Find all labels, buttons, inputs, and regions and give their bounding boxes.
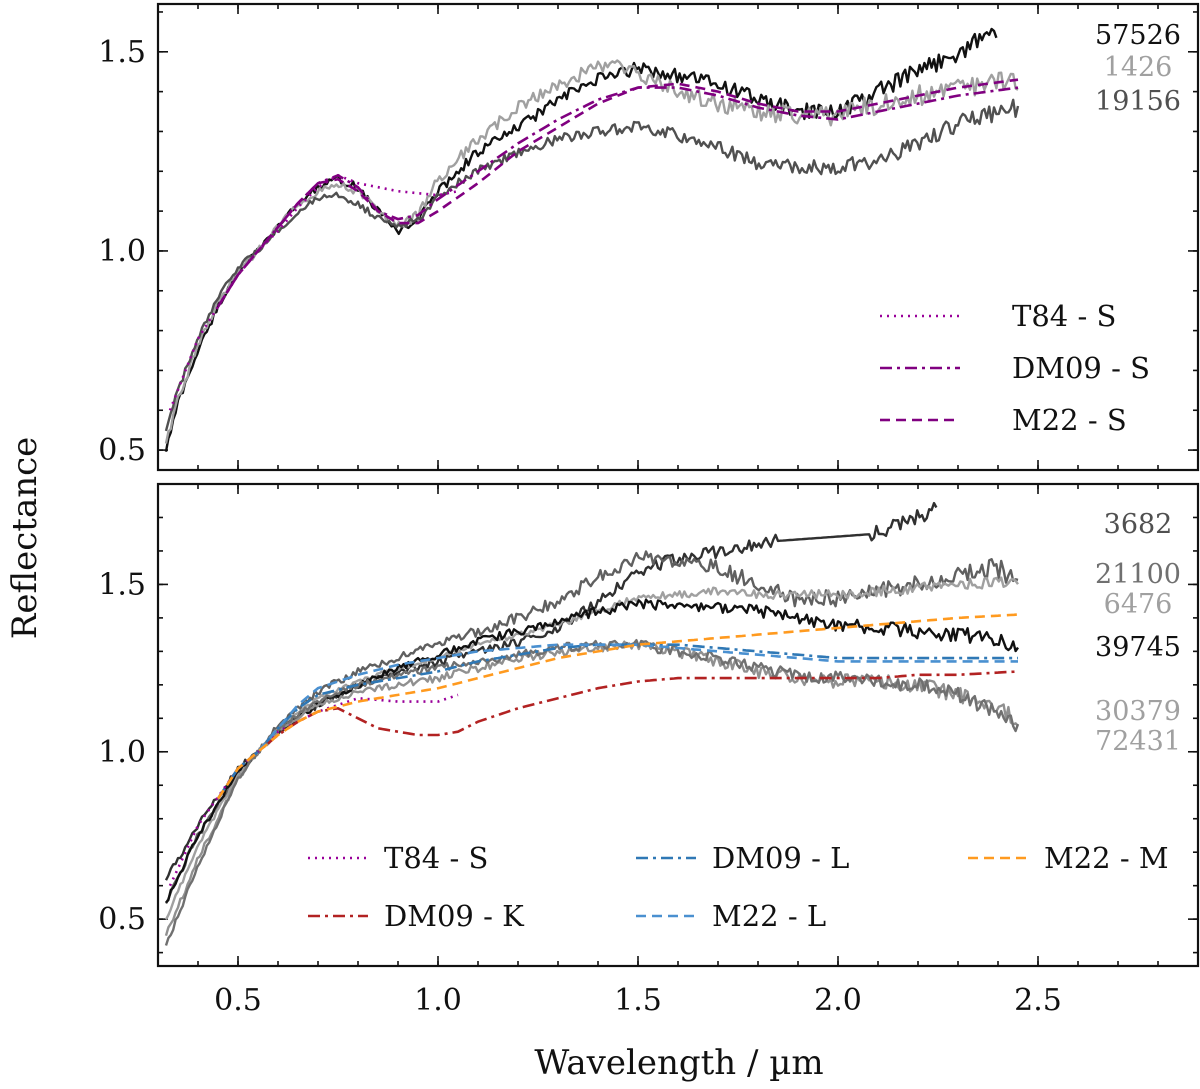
x-tick-label: 1.0 <box>414 983 462 1018</box>
x-tick-label: 2.0 <box>814 983 862 1018</box>
model-line-m22-s <box>216 78 1019 308</box>
y-tick-label: 0.5 <box>98 433 146 468</box>
x-tick-label: 0.5 <box>214 983 262 1018</box>
spectrum-label-21100: 21100 <box>1095 559 1181 590</box>
legend-bottom: T84 - S DM09 - K DM09 - L M22 - L M22 - M <box>308 841 1169 933</box>
y-axis-label: Reflectance <box>5 437 45 640</box>
x-axis-label: Wavelength / µm <box>534 1043 823 1083</box>
y-tick-label: 0.5 <box>98 902 146 937</box>
legend-label-dm09-l: DM09 - L <box>712 841 849 875</box>
spectrum-label-57526: 57526 <box>1095 20 1181 51</box>
spectrum-line-57526 <box>164 27 998 452</box>
y-tick-label: 1.5 <box>98 35 146 70</box>
legend-label-dm09-s: DM09 - S <box>1012 351 1150 385</box>
legend-label-m22-m: M22 - M <box>1044 841 1169 875</box>
model-line-t84-s <box>168 693 459 887</box>
spectrum-line-72431 <box>164 639 1020 946</box>
legend-label-m22-s: M22 - S <box>1012 403 1127 437</box>
legend-label-t84-s: T84 - S <box>1012 299 1116 333</box>
legend-top: T84 - S DM09 - S M22 - S <box>880 299 1150 437</box>
spectrum-line-19156 <box>164 98 1020 432</box>
x-tick-label: 2.5 <box>1014 983 1062 1018</box>
model-line-t84-s <box>168 173 459 411</box>
spectrum-label-6476: 6476 <box>1104 589 1173 620</box>
model-line-dm09-k <box>216 670 1019 800</box>
spectrum-label-39745: 39745 <box>1095 632 1181 663</box>
spectrum-label-19156: 19156 <box>1095 86 1181 117</box>
spectrum-line-3682 <box>164 501 938 881</box>
spectrum-line-39745 <box>165 598 1019 904</box>
y-tick-label: 1.0 <box>98 735 146 770</box>
model-line-m22-m <box>216 613 1019 800</box>
y-tick-label: 1.0 <box>98 234 146 269</box>
spectrum-label-30379: 30379 <box>1095 696 1181 727</box>
model-line-dm09-l <box>216 643 1018 800</box>
y-tick-label: 1.5 <box>98 567 146 602</box>
legend-label-dm09-k: DM09 - K <box>384 899 525 933</box>
legend-label-t84-s: T84 - S <box>384 841 488 875</box>
spectrum-line-1426 <box>164 59 1019 444</box>
plot-frame-top <box>156 2 1200 472</box>
spectrum-label-3682: 3682 <box>1104 509 1173 540</box>
spectrum-line-6476 <box>164 576 1019 921</box>
legend-label-m22-l: M22 - L <box>712 899 826 933</box>
plot-frame-bottom <box>156 482 1200 968</box>
spectrum-label-1426: 1426 <box>1104 52 1173 83</box>
model-line-m22-l <box>216 643 1018 800</box>
x-tick-label: 1.5 <box>614 983 662 1018</box>
spectrum-label-72431: 72431 <box>1095 726 1181 757</box>
model-line-dm09-s <box>216 86 1019 308</box>
